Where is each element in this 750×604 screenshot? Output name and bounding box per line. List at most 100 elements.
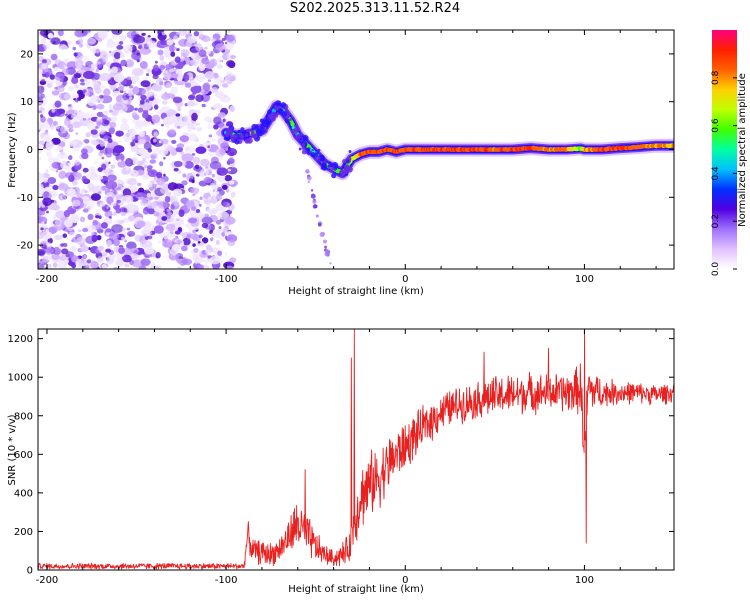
spectrogram-noise-blob: [55, 170, 59, 173]
spectrogram-noise-blob: [91, 172, 97, 177]
spectrogram-noise-blob: [113, 160, 116, 164]
spectrogram-noise-blob: [170, 51, 176, 57]
spectrogram-noise-blob: [106, 196, 114, 205]
spectrogram-track-scatter: [294, 127, 300, 133]
spectrogram-noise-blob: [97, 30, 108, 39]
spectrogram-noise-blob: [75, 132, 79, 135]
spectrogram-noise-blob: [176, 48, 180, 52]
spectrogram-noise-blob: [224, 174, 233, 182]
spectrogram-noise-blob: [38, 183, 44, 191]
spectrogram-noise-blob: [168, 128, 176, 134]
spectrogram-noise-blob: [215, 240, 220, 245]
spectrogram-noise-blob: [40, 260, 44, 265]
spectrogram-noise-blob: [211, 191, 218, 196]
spectrogram-noise-blob: [165, 223, 176, 232]
spectrogram-noise-blob: [106, 255, 115, 264]
spectrogram-noise-blob: [151, 114, 161, 124]
spectrogram-noise-blob: [97, 256, 104, 263]
spectrogram-noise-blob: [199, 168, 209, 176]
spectrogram-x-tick-label: -100: [215, 274, 238, 285]
spectrogram-noise-blob: [216, 167, 228, 176]
spectrogram-tail-blob: [312, 204, 318, 209]
spectrogram-noise-blob: [138, 138, 147, 145]
spectrogram-track-scatter: [289, 117, 293, 121]
spectrogram-noise-blob: [77, 69, 82, 73]
spectrogram-noise-blob: [153, 85, 163, 92]
spectrogram-noise-blob: [103, 120, 110, 125]
spectrogram-noise-blob: [74, 121, 82, 127]
spectrogram-noise-blob: [63, 259, 69, 266]
spectrogram-noise-blob: [213, 124, 219, 130]
spectrogram-noise-blob: [197, 30, 204, 35]
spectrogram-track-scatter: [345, 159, 350, 164]
spectrogram-noise-blob: [42, 224, 48, 229]
spectrogram-noise-blob: [113, 191, 117, 195]
spectrogram-noise-blob: [79, 43, 83, 48]
spectrogram-noise-blob: [173, 160, 183, 168]
spectrogram-noise-blob: [138, 147, 145, 154]
spectrogram-noise-blob: [173, 167, 179, 172]
spectrogram-noise-blob: [138, 130, 145, 137]
spectrogram-noise-blob: [172, 96, 183, 104]
spectrogram-noise-blob: [226, 148, 238, 156]
spectrogram-noise-blob: [203, 198, 212, 205]
spectrogram-noise-blob: [60, 125, 67, 134]
spectrogram-noise-blob: [87, 122, 96, 130]
spectrogram-noise-blob: [171, 139, 177, 144]
spectrogram-track-scatter: [318, 152, 322, 156]
spectrogram-noise-blob: [126, 76, 131, 81]
spectrogram-track-scatter: [329, 169, 334, 173]
spectrogram-noise-blob: [55, 210, 66, 219]
spectrogram-noise-blob: [116, 199, 121, 204]
spectrogram-noise-blob: [191, 153, 196, 156]
spectrogram-noise-blob: [227, 34, 236, 41]
spectrogram-noise-blob: [165, 125, 170, 129]
spectrogram-noise-blob: [111, 66, 118, 74]
spectrogram-noise-blob: [90, 129, 98, 135]
spectrogram-track-scatter: [256, 128, 263, 135]
spectrogram-noise-blob: [137, 182, 142, 187]
spectrogram-noise-blob: [60, 195, 67, 201]
spectrogram-noise-blob: [137, 107, 143, 113]
spectrogram-noise-blob: [103, 88, 111, 96]
spectrogram-noise-blob: [79, 216, 86, 223]
spectrogram-noise-blob: [221, 232, 226, 237]
spectrogram-noise-blob: [215, 91, 225, 99]
spectrogram-noise-blob: [95, 48, 100, 54]
spectrogram-noise-blob: [129, 85, 134, 89]
spectrogram-noise-blob: [140, 240, 153, 249]
spectrogram-noise-blob: [45, 229, 49, 233]
spectrogram-tail-blob: [319, 232, 325, 238]
spectrogram-track-scatter: [341, 165, 345, 169]
spectrogram-noise-blob: [145, 189, 150, 192]
spectrogram-noise-blob: [138, 44, 143, 50]
spectrogram-noise-blob: [202, 264, 208, 269]
spectrogram-tail-blob: [324, 245, 327, 249]
spectrogram-noise-blob: [111, 34, 118, 39]
snr-y-tick-label: 400: [14, 488, 33, 499]
spectrogram-noise-blob: [190, 53, 197, 60]
spectrogram-noise-blob: [131, 51, 142, 61]
spectrogram-noise-blob: [119, 139, 123, 143]
spectrogram-noise-blob: [121, 256, 126, 260]
spectrogram-noise-blob: [80, 257, 85, 262]
spectrogram-noise-blob: [191, 187, 200, 195]
spectrogram-noise-blob: [210, 182, 215, 188]
spectrogram-noise-blob: [99, 51, 109, 60]
spectrogram-track-scatter: [280, 102, 287, 108]
spectrogram-noise-blob: [113, 238, 120, 247]
spectrogram-track-scatter: [318, 155, 326, 162]
spectrogram-noise-blob: [106, 239, 112, 248]
spectrogram-noise-blob: [143, 253, 147, 257]
spectrogram-noise-blob: [173, 46, 177, 50]
spectrogram-noise-blob: [117, 86, 125, 91]
spectrogram-noise-blob: [163, 235, 168, 240]
spectrogram-track-scatter: [331, 173, 337, 179]
spectrogram-noise-blob: [47, 177, 57, 184]
spectrogram-noise-blob: [67, 103, 73, 110]
spectrogram-noise-blob: [105, 228, 112, 233]
spectrogram-noise-blob: [226, 188, 230, 193]
spectrogram-noise-blob: [128, 233, 132, 237]
spectrogram-noise-blob: [223, 94, 228, 98]
